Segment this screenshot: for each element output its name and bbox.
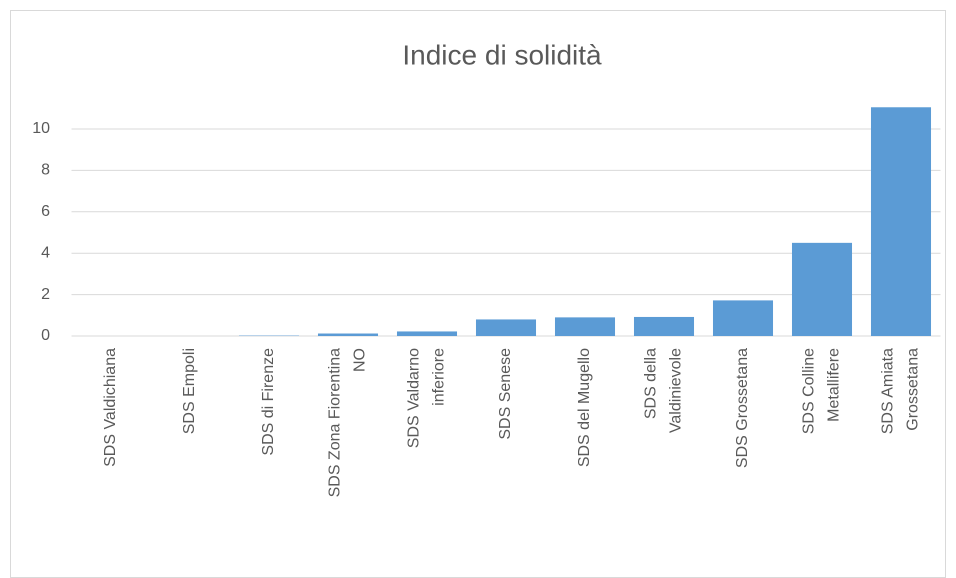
y-tick-label: 8 [41, 162, 50, 179]
x-tick-label: SDS Valdichiana [102, 348, 119, 467]
y-tick-label: 10 [32, 120, 50, 137]
y-tick-label: 4 [41, 244, 50, 261]
x-tick-label: SDS Empoli [181, 348, 198, 434]
y-tick-label: 0 [41, 327, 50, 344]
x-tick-label-line: inferiore [431, 348, 448, 406]
x-tick-label-line: SDS Valdarno [406, 348, 423, 448]
x-tick-label: SDS Colline Metallifere [801, 348, 843, 434]
x-tick-label-line: SDS Colline [801, 348, 818, 434]
bar [633, 316, 695, 336]
x-tick-label-line: Valdinievole [668, 348, 685, 433]
x-tick-label: SDS Senese [497, 348, 514, 440]
x-tick-label: SDS di Firenze [260, 348, 277, 456]
bar [791, 242, 853, 336]
bar [712, 300, 774, 336]
x-tick-label-line: SDS Amiata [880, 348, 897, 434]
chart-title: Indice di solidità [402, 39, 602, 70]
bar [870, 107, 932, 336]
x-tick-label: SDS della Valdinievole [643, 348, 685, 433]
x-tick-label: SDS Valdarno inferiore [406, 348, 448, 448]
x-tick-label: SDS Zona Fiorentina NO [327, 348, 369, 498]
x-tick-label-line: SDS Zona Fiorentina [327, 348, 344, 498]
bar [396, 331, 458, 336]
bar [554, 317, 616, 336]
x-tick-label-line: Metallifere [826, 348, 843, 422]
y-tick-label: 2 [41, 286, 50, 303]
bar [317, 333, 379, 336]
bar [475, 319, 537, 336]
x-tick-label: SDS Grossetana [734, 348, 751, 468]
x-tick-label: SDS Amiata Grossetana [880, 348, 922, 434]
y-tick-label: 6 [41, 203, 50, 220]
x-tick-label-line: Grossetana [905, 348, 922, 431]
x-tick-label: SDS del Mugello [576, 348, 593, 467]
x-tick-label-line: SDS della [643, 348, 660, 419]
x-tick-label-line: NO [352, 348, 369, 372]
